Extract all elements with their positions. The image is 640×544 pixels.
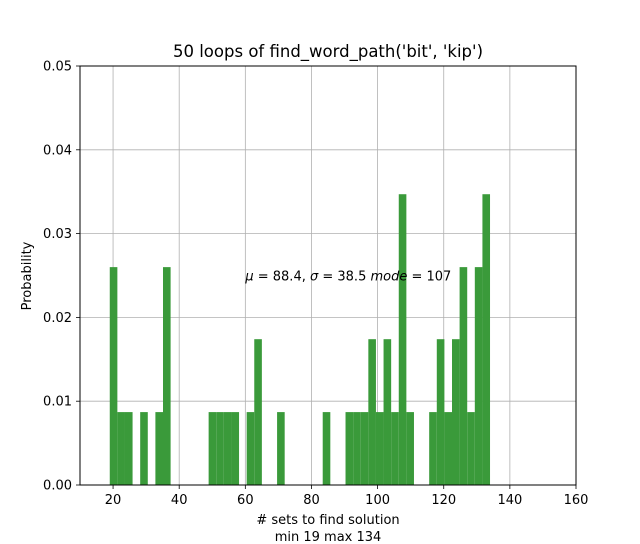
y-tick-label: 0.03 xyxy=(43,227,72,242)
x-tick-label: 60 xyxy=(237,493,254,508)
histogram-bar xyxy=(452,339,460,485)
histogram-bar xyxy=(368,339,376,485)
histogram-bar xyxy=(155,412,163,485)
mode-label: mode xyxy=(370,270,407,285)
y-tick-label: 0.02 xyxy=(43,311,72,326)
y-axis-label: Probability xyxy=(20,241,35,310)
plot-frame xyxy=(79,65,577,486)
chart-title: 50 loops of find_word_path('bit', 'kip') xyxy=(173,42,483,62)
histogram-bar xyxy=(140,412,148,485)
x-tick-label: 80 xyxy=(303,493,320,508)
y-tick-label: 0.04 xyxy=(43,143,72,158)
x-axis-sublabel: min 19 max 134 xyxy=(275,530,382,544)
histogram-bar xyxy=(109,267,118,485)
mu-symbol: μ xyxy=(244,270,253,285)
histogram-bar xyxy=(474,267,483,485)
histogram-bar xyxy=(375,412,384,485)
x-tick-label: 140 xyxy=(497,493,522,508)
histogram-bar xyxy=(398,194,407,486)
histogram-bar xyxy=(322,412,331,485)
x-axis-label: # sets to find solution xyxy=(256,513,399,528)
y-tick-label: 0.05 xyxy=(43,60,72,75)
histogram-bar xyxy=(360,412,369,485)
histogram-bar xyxy=(277,412,285,485)
histogram-bar xyxy=(254,339,262,485)
histogram-bar xyxy=(124,412,133,485)
histogram-bar xyxy=(391,412,399,485)
histogram-bar xyxy=(353,412,361,485)
histogram-bar xyxy=(246,412,255,485)
y-axis-ticks: 0.00 0.01 0.02 0.03 0.04 0.05 xyxy=(43,60,80,494)
histogram-bar xyxy=(223,412,232,485)
histogram-bar xyxy=(216,412,224,485)
y-tick-label: 0.01 xyxy=(43,395,72,410)
x-tick-label: 160 xyxy=(564,493,589,508)
mu-value: = 88.4, xyxy=(254,270,310,285)
histogram-bar xyxy=(383,339,392,485)
histogram-bar xyxy=(467,412,475,485)
mode-value: = 107 xyxy=(407,270,451,285)
sigma-value: = 38.5 xyxy=(318,270,370,285)
x-axis-ticks: 20 40 60 80 100 120 140 160 xyxy=(105,485,589,508)
x-tick-label: 20 xyxy=(105,493,122,508)
histogram-bar xyxy=(459,267,468,485)
histogram-bar xyxy=(429,412,437,485)
sigma-symbol: σ xyxy=(310,270,319,285)
histogram-bar xyxy=(345,412,354,485)
histogram-bar xyxy=(436,339,445,485)
x-tick-label: 40 xyxy=(171,493,188,508)
histogram-bar xyxy=(231,412,240,485)
x-tick-label: 120 xyxy=(431,493,456,508)
stats-annotation: μ = 88.4, σ = 38.5 mode = 107 xyxy=(244,270,451,285)
histogram-bar xyxy=(162,267,171,485)
histogram-bar xyxy=(406,412,414,485)
y-tick-label: 0.00 xyxy=(43,479,72,494)
histogram-bars xyxy=(109,194,491,486)
histogram-bar xyxy=(117,412,125,485)
histogram-bar xyxy=(208,412,217,485)
histogram-bar xyxy=(444,412,452,485)
histogram-bar xyxy=(482,194,491,486)
x-tick-label: 100 xyxy=(365,493,390,508)
